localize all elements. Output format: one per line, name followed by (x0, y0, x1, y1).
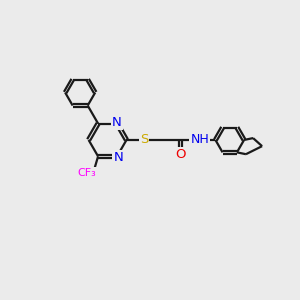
Text: N: N (112, 116, 122, 129)
Text: NH: NH (190, 133, 209, 146)
Text: N: N (113, 151, 123, 164)
Text: CF₃: CF₃ (78, 168, 97, 178)
Text: S: S (140, 134, 148, 146)
Text: O: O (176, 148, 186, 161)
